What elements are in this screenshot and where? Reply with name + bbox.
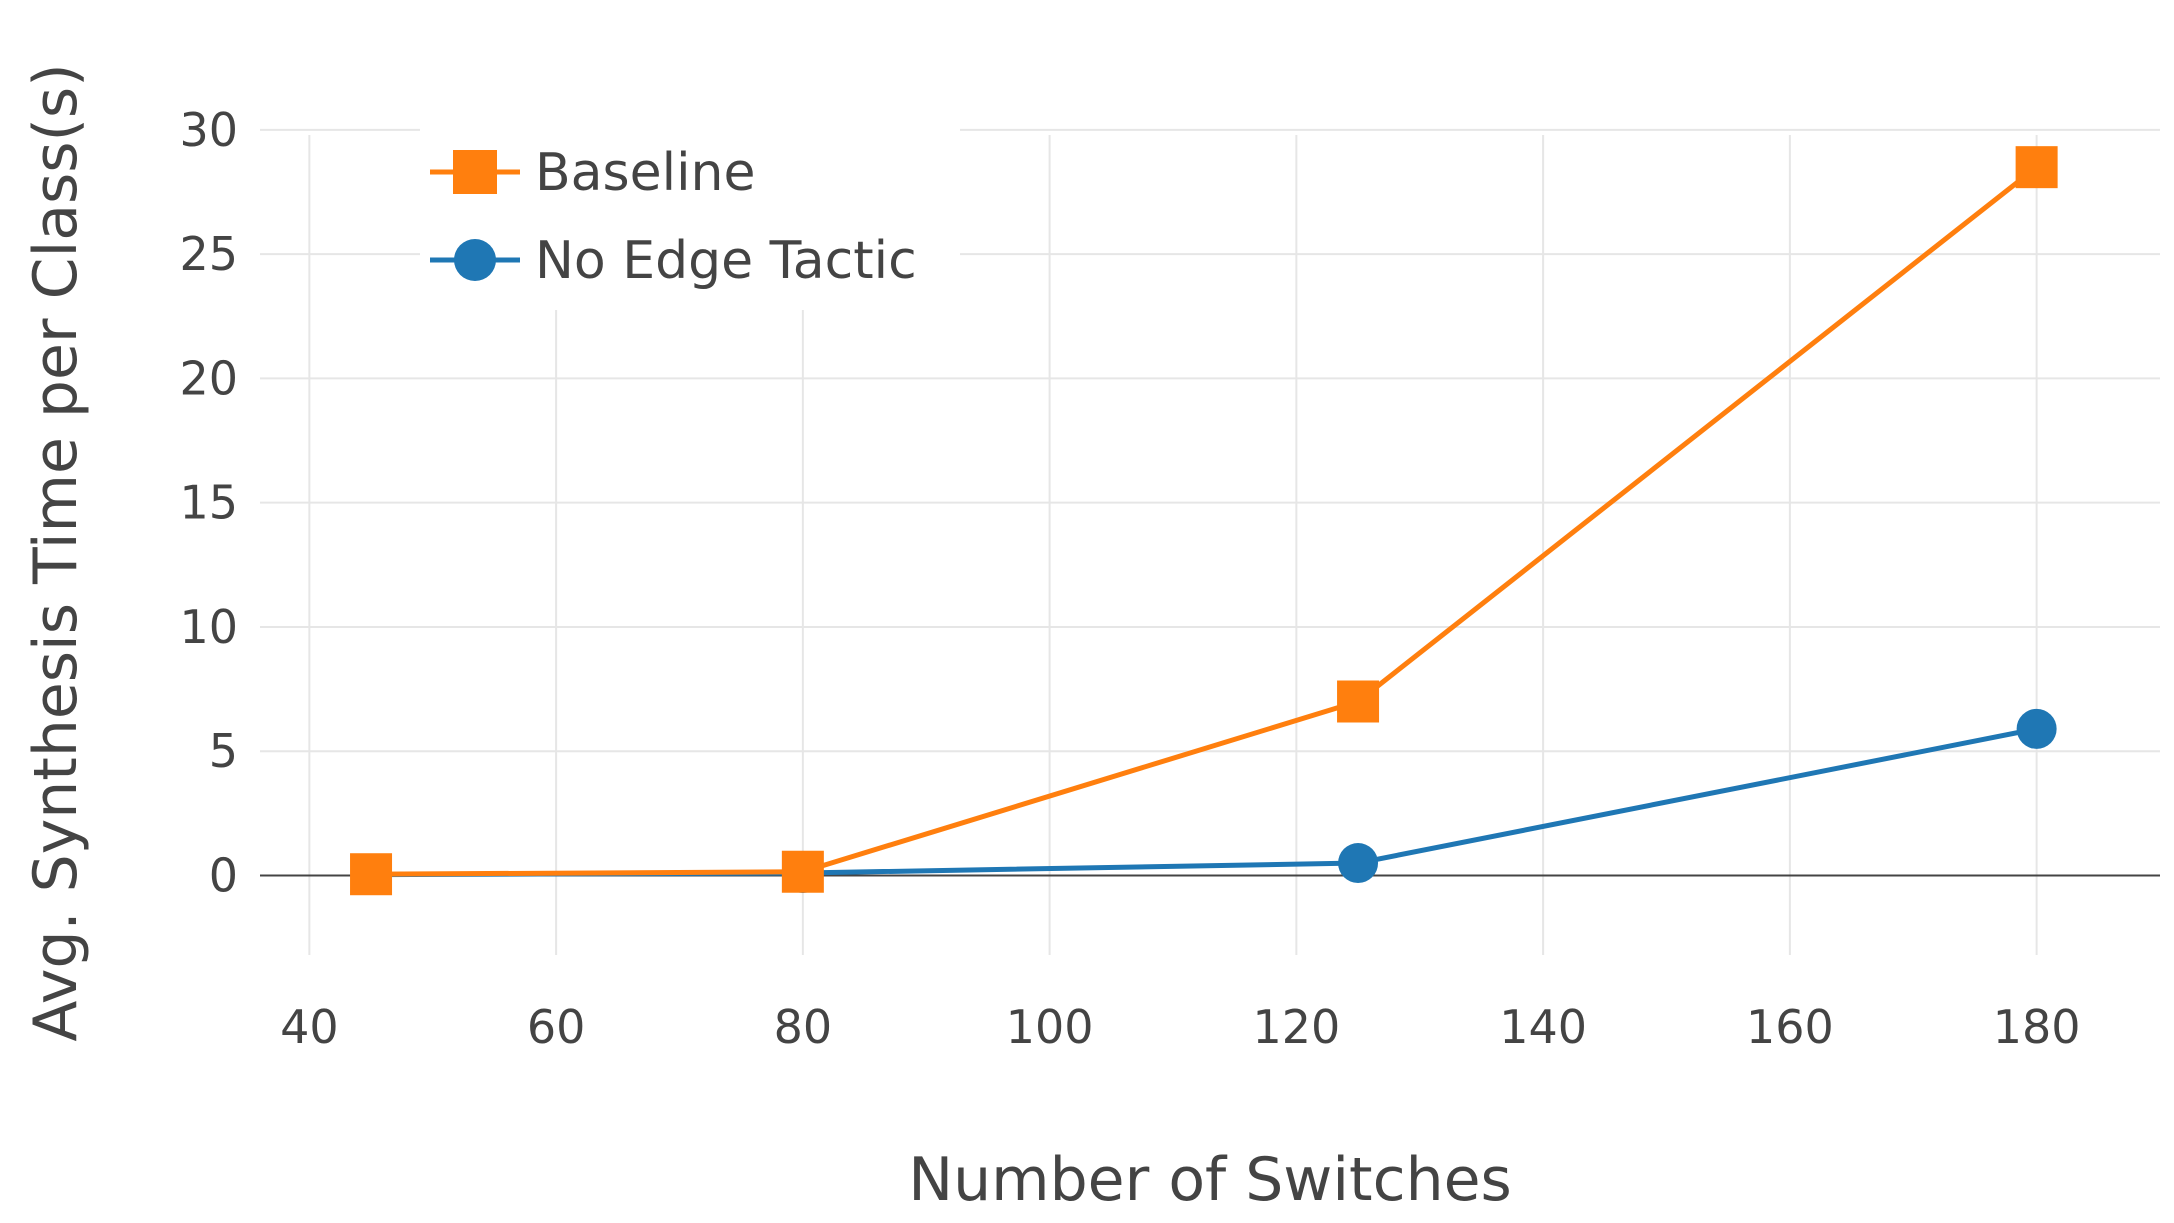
x-tick-label: 80	[774, 1000, 833, 1054]
x-tick-label: 100	[1006, 1000, 1094, 1054]
baseline-point	[350, 853, 393, 896]
no-edge-tactic-point	[1338, 843, 1379, 884]
no-edge-tactic-point	[2016, 708, 2057, 749]
y-tick-label: 0	[209, 848, 238, 902]
legend-background	[420, 125, 960, 310]
y-tick-label: 25	[179, 227, 238, 281]
y-tick-label: 15	[179, 476, 238, 530]
y-tick-label: 5	[209, 724, 238, 778]
legend-label-baseline: Baseline	[535, 143, 755, 203]
y-tick-label: 20	[179, 351, 238, 405]
y-axis-title: Avg. Synthesis Time per Class(s)	[21, 63, 91, 1041]
x-tick-label: 160	[1746, 1000, 1834, 1054]
x-tick-label: 60	[527, 1000, 586, 1054]
baseline-point	[2015, 146, 2058, 189]
legend-marker-baseline	[453, 150, 497, 194]
x-tick-label: 40	[280, 1000, 339, 1054]
x-tick-label: 180	[1993, 1000, 2081, 1054]
y-axis-ticks: 0 5 10 15 20 25 30	[179, 103, 238, 903]
y-tick-label: 10	[179, 600, 238, 654]
y-tick-label: 30	[179, 103, 238, 157]
x-axis-ticks: 40 60 80 100 120 140 160 180	[280, 1000, 2080, 1054]
baseline-line	[371, 165, 2039, 877]
legend-label-no-edge-tactic: No Edge Tactic	[535, 231, 917, 291]
x-tick-label: 120	[1252, 1000, 1340, 1054]
legend-marker-no-edge-tactic	[454, 239, 496, 281]
baseline-point	[781, 850, 824, 893]
x-axis-title: Number of Switches	[908, 1145, 1512, 1215]
legend: Baseline No Edge Tactic	[420, 125, 960, 310]
baseline-point	[1337, 680, 1380, 723]
x-tick-label: 140	[1499, 1000, 1587, 1054]
series-group	[350, 146, 2058, 896]
